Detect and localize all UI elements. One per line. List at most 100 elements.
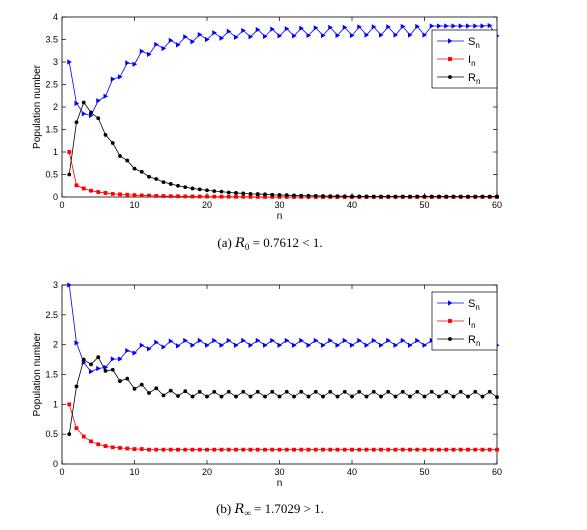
data-point [342, 447, 347, 452]
series-S [67, 22, 500, 119]
data-point [125, 60, 130, 66]
y-tick-label: 2.5 [45, 310, 58, 320]
data-point [328, 389, 333, 394]
data-point [74, 340, 80, 346]
data-point [386, 389, 391, 394]
data-point [379, 32, 384, 38]
figure-caption: (b) R∞ = 1.7029 > 1. [216, 501, 324, 518]
data-point [408, 447, 412, 452]
data-point [154, 193, 159, 198]
legend-label: Sn [468, 298, 480, 312]
data-point [168, 447, 173, 452]
data-point [277, 447, 282, 452]
x-tick-label: 50 [419, 467, 429, 477]
data-point [299, 25, 304, 31]
data-point [270, 447, 275, 452]
data-point [400, 23, 406, 30]
x-tick-label: 0 [59, 467, 64, 477]
data-point [132, 193, 137, 198]
data-point [147, 193, 151, 198]
data-point [147, 51, 152, 57]
data-point [328, 447, 333, 452]
y-tick-label: 1.5 [45, 370, 58, 380]
legend-marker [448, 75, 452, 79]
x-tick-label: 10 [129, 200, 139, 210]
data-point [74, 426, 79, 431]
data-point [125, 348, 130, 354]
x-tick-label: 50 [419, 200, 429, 210]
data-point [371, 337, 377, 344]
data-point [125, 158, 130, 163]
data-point [205, 36, 210, 43]
data-point [226, 389, 231, 394]
data-point [248, 34, 254, 40]
legend-label: Sn [468, 36, 480, 50]
data-point [110, 191, 115, 196]
data-point [415, 389, 420, 394]
data-point [118, 192, 122, 197]
data-point [183, 337, 188, 344]
y-axis-label: Population number [32, 332, 43, 417]
data-point [176, 183, 180, 188]
data-point [67, 282, 72, 288]
data-point [379, 394, 383, 399]
data-point [219, 394, 224, 399]
legend-marker [448, 319, 452, 323]
data-point [437, 23, 442, 29]
data-point [379, 194, 383, 199]
data-point [386, 447, 391, 452]
data-point [299, 337, 304, 344]
x-tick-label: 40 [347, 467, 357, 477]
data-point [313, 447, 318, 452]
data-point [313, 25, 319, 31]
data-point [176, 447, 180, 452]
data-point [118, 379, 122, 383]
data-point [139, 48, 145, 54]
y-tick-label: 1.5 [45, 125, 58, 135]
data-point [161, 194, 166, 198]
data-point [219, 342, 225, 348]
data-point [386, 194, 391, 199]
data-point [422, 447, 427, 452]
data-point [437, 447, 441, 452]
data-point [74, 384, 79, 389]
data-point [226, 28, 232, 34]
x-tick-label: 30 [274, 200, 284, 210]
data-point [495, 395, 499, 400]
data-point [89, 188, 93, 193]
data-point [335, 394, 340, 399]
data-point [364, 394, 369, 399]
y-tick-label: 0.5 [45, 170, 58, 180]
data-point [248, 191, 253, 196]
data-point [161, 344, 167, 350]
data-point [74, 100, 80, 106]
data-point [226, 194, 231, 199]
data-point [371, 24, 377, 30]
x-tick-label: 30 [274, 467, 284, 477]
data-point [255, 27, 261, 33]
data-point [444, 23, 449, 29]
data-point [393, 342, 399, 348]
data-point [429, 23, 435, 29]
data-point [284, 26, 290, 32]
data-point [139, 342, 145, 348]
data-point [168, 194, 173, 199]
data-point [350, 447, 354, 452]
data-point [299, 193, 304, 198]
data-point [400, 447, 405, 452]
data-point [110, 76, 116, 82]
data-point [357, 389, 362, 394]
data-point [96, 190, 101, 194]
legend-label-sub: n [471, 59, 475, 68]
data-point [118, 154, 122, 158]
data-point [81, 111, 87, 117]
data-point [458, 23, 464, 29]
y-tick-label: 1 [53, 399, 58, 409]
legend-label-sub: n [475, 41, 479, 50]
data-point [234, 447, 238, 452]
data-point [89, 110, 93, 115]
y-tick-label: 1 [53, 147, 58, 157]
caption-symbol: R [234, 502, 245, 517]
data-point [458, 389, 463, 394]
data-point [255, 337, 261, 344]
